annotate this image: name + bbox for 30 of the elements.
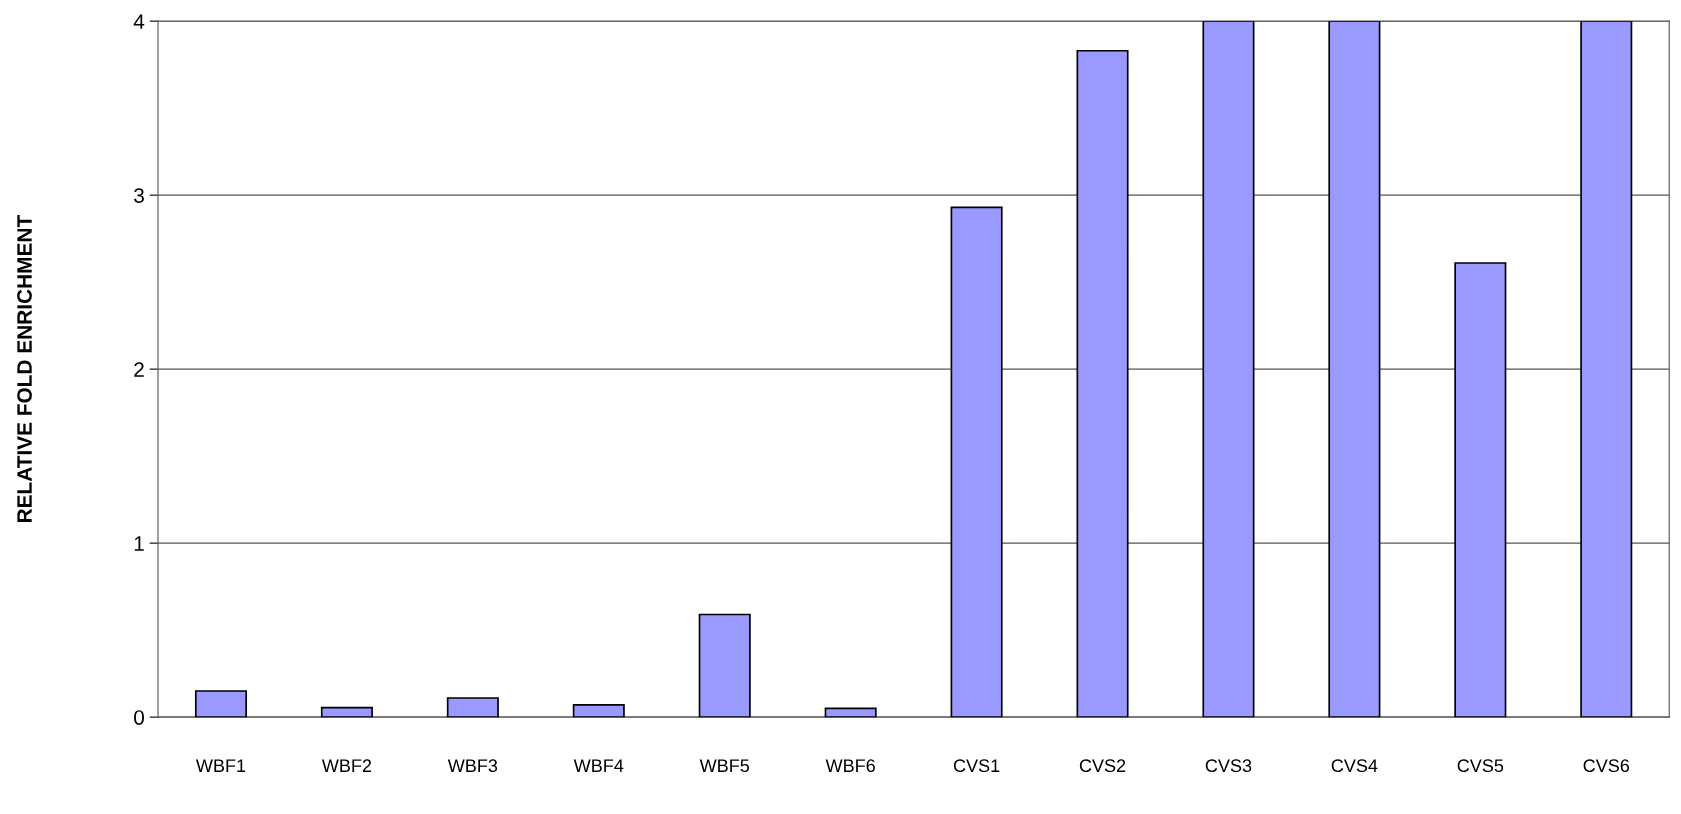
x-tick-label: CVS2	[1079, 759, 1126, 773]
x-tick-label: WBF6	[825, 759, 875, 773]
bar	[1202, 21, 1255, 718]
y-tick-label: 0	[134, 710, 145, 725]
bar	[824, 707, 877, 718]
x-tick-label: WBF3	[447, 759, 498, 773]
y-tick-label: 1	[134, 536, 144, 551]
y-tick-label: 2	[134, 362, 144, 377]
bar	[1580, 21, 1633, 718]
x-tick-label: CVS6	[1583, 759, 1630, 773]
bar	[1328, 21, 1381, 718]
bar	[698, 613, 751, 718]
x-tick-label: WBF1	[195, 759, 246, 772]
bar	[1076, 49, 1129, 718]
bar	[320, 706, 373, 718]
x-tick-label: CVS4	[1331, 759, 1378, 773]
bar	[572, 704, 625, 718]
bar	[194, 690, 248, 718]
x-tick-label: WBF2	[321, 759, 372, 772]
bar	[950, 206, 1003, 718]
x-tick-label: WBF5	[699, 759, 750, 773]
y-tick-label: 3	[134, 188, 144, 203]
bar	[446, 697, 499, 718]
bar	[1454, 262, 1507, 718]
x-tick-label: CVS1	[953, 759, 1000, 773]
y-tick-label: 4	[133, 14, 145, 29]
x-tick-label: CVS5	[1457, 759, 1504, 773]
x-tick-label: CVS3	[1205, 759, 1252, 773]
y-axis-title: RELATIVE FOLD ENRICHMENT	[17, 215, 32, 523]
x-tick-label: WBF4	[573, 759, 624, 772]
